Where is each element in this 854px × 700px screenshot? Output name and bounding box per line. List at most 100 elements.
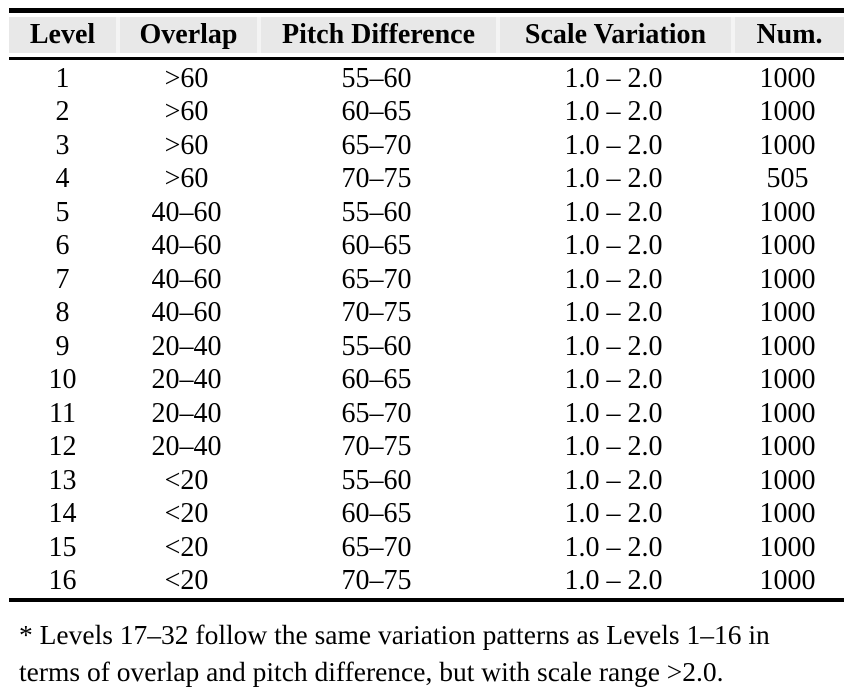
table-cell: <20 — [164, 531, 209, 563]
table-cell: >60 — [164, 96, 209, 128]
table-cell: 65–70 — [341, 263, 412, 295]
table-cell: 1.0 – 2.0 — [564, 263, 663, 295]
table-row: 3 >60 65–70 1.0 – 2.0 1000 — [9, 129, 844, 163]
header-cell-level: Level — [9, 17, 116, 53]
table-cell: 1000 — [759, 96, 816, 128]
footnote-line-1: * Levels 17–32 follow the same variation… — [19, 619, 770, 650]
table-cell: 6 — [55, 230, 70, 262]
table-cell: 1000 — [759, 196, 816, 228]
table-cell: 1000 — [759, 263, 816, 295]
table-row: 7 40–60 65–70 1.0 – 2.0 1000 — [9, 263, 844, 297]
table-cell: 60–65 — [341, 364, 412, 396]
table-row: 15 <20 65–70 1.0 – 2.0 1000 — [9, 531, 844, 565]
table-top-rule — [9, 8, 844, 13]
table-cell: 1000 — [759, 297, 816, 329]
table-cell: 55–60 — [341, 62, 412, 94]
table-cell: 1000 — [759, 565, 816, 597]
table-row: 8 40–60 70–75 1.0 – 2.0 1000 — [9, 297, 844, 331]
table-cell: 1.0 – 2.0 — [564, 62, 663, 94]
table-cell: 1.0 – 2.0 — [564, 196, 663, 228]
table-header-rule — [9, 57, 844, 60]
table-cell: 1000 — [759, 364, 816, 396]
table-cell: 55–60 — [341, 196, 412, 228]
table-cell: >60 — [164, 129, 209, 161]
table-row: 4 >60 70–75 1.0 – 2.0 505 — [9, 163, 844, 197]
table-row: 10 20–40 60–65 1.0 – 2.0 1000 — [9, 364, 844, 398]
table-cell: 1.0 – 2.0 — [564, 498, 663, 530]
table-footnote: * Levels 17–32 follow the same variation… — [9, 616, 844, 690]
table-cell: 1.0 – 2.0 — [564, 565, 663, 597]
table-cell: 70–75 — [341, 431, 412, 463]
table-cell: 1000 — [759, 464, 816, 496]
table-row: 6 40–60 60–65 1.0 – 2.0 1000 — [9, 230, 844, 264]
table-cell: 20–40 — [151, 397, 222, 429]
table-cell: 70–75 — [341, 297, 412, 329]
header-cell-num: Num. — [731, 17, 844, 53]
table-cell: 1.0 – 2.0 — [564, 230, 663, 262]
table-cell: 40–60 — [151, 196, 222, 228]
table-cell: 16 — [48, 565, 77, 597]
table-cell: 2 — [55, 96, 70, 128]
table-cell: 12 — [48, 431, 77, 463]
table-cell: 40–60 — [151, 230, 222, 262]
table-cell: 1.0 – 2.0 — [564, 364, 663, 396]
table-cell: 60–65 — [341, 230, 412, 262]
table-cell: 55–60 — [341, 464, 412, 496]
table-row: 1 >60 55–60 1.0 – 2.0 1000 — [9, 62, 844, 96]
table-cell: 1000 — [759, 397, 816, 429]
table-cell: 1000 — [759, 431, 816, 463]
table-row: 13 <20 55–60 1.0 – 2.0 1000 — [9, 464, 844, 498]
table-cell: 20–40 — [151, 431, 222, 463]
table-cell: 3 — [55, 129, 70, 161]
table-cell: 65–70 — [341, 397, 412, 429]
table-row: 9 20–40 55–60 1.0 – 2.0 1000 — [9, 330, 844, 364]
table-cell: 60–65 — [341, 498, 412, 530]
table-row: 2 >60 60–65 1.0 – 2.0 1000 — [9, 96, 844, 130]
table-cell: 1000 — [759, 62, 816, 94]
table-cell: 20–40 — [151, 330, 222, 362]
table-cell: 1.0 – 2.0 — [564, 297, 663, 329]
table-cell: 55–60 — [341, 330, 412, 362]
table-cell: 4 — [55, 163, 70, 195]
table-cell: <20 — [164, 498, 209, 530]
table-cell: 13 — [48, 464, 77, 496]
table-cell: 40–60 — [151, 263, 222, 295]
footnote-line-2: terms of overlap and pitch difference, b… — [19, 656, 724, 687]
table-row: 11 20–40 65–70 1.0 – 2.0 1000 — [9, 397, 844, 431]
table-cell: 1.0 – 2.0 — [564, 163, 663, 195]
table-cell: 1.0 – 2.0 — [564, 397, 663, 429]
table-cell: 70–75 — [341, 565, 412, 597]
table-bottom-rule — [9, 598, 844, 602]
table-cell: 1000 — [759, 498, 816, 530]
table-cell: 1.0 – 2.0 — [564, 531, 663, 563]
table-cell: 1.0 – 2.0 — [564, 96, 663, 128]
table-cell: 5 — [55, 196, 70, 228]
header-cell-pitch-difference: Pitch Difference — [257, 17, 496, 53]
table-cell: 20–40 — [151, 364, 222, 396]
table-cell: >60 — [164, 62, 209, 94]
table-cell: 65–70 — [341, 129, 412, 161]
table-cell: 505 — [766, 163, 809, 195]
table-cell: 1000 — [759, 230, 816, 262]
table-row: 5 40–60 55–60 1.0 – 2.0 1000 — [9, 196, 844, 230]
table-cell: 1.0 – 2.0 — [564, 129, 663, 161]
table-cell: 14 — [48, 498, 77, 530]
table-cell: 1 — [55, 62, 70, 94]
table-cell: 15 — [48, 531, 77, 563]
table-row: 14 <20 60–65 1.0 – 2.0 1000 — [9, 498, 844, 532]
table-cell: <20 — [164, 464, 209, 496]
table-cell: 1.0 – 2.0 — [564, 431, 663, 463]
table-cell: 70–75 — [341, 163, 412, 195]
table-cell: 1.0 – 2.0 — [564, 330, 663, 362]
table-row: 16 <20 70–75 1.0 – 2.0 1000 — [9, 565, 844, 599]
table-cell: 8 — [55, 297, 70, 329]
table-cell: <20 — [164, 565, 209, 597]
table-cell: 1000 — [759, 129, 816, 161]
table-cell: 9 — [55, 330, 70, 362]
table-cell: 1000 — [759, 330, 816, 362]
table-cell: >60 — [164, 163, 209, 195]
table-cell: 65–70 — [341, 531, 412, 563]
table-row: 12 20–40 70–75 1.0 – 2.0 1000 — [9, 431, 844, 465]
table-body: 1 >60 55–60 1.0 – 2.0 1000 2 >60 60–65 1.0 – 2.0… — [9, 62, 844, 598]
